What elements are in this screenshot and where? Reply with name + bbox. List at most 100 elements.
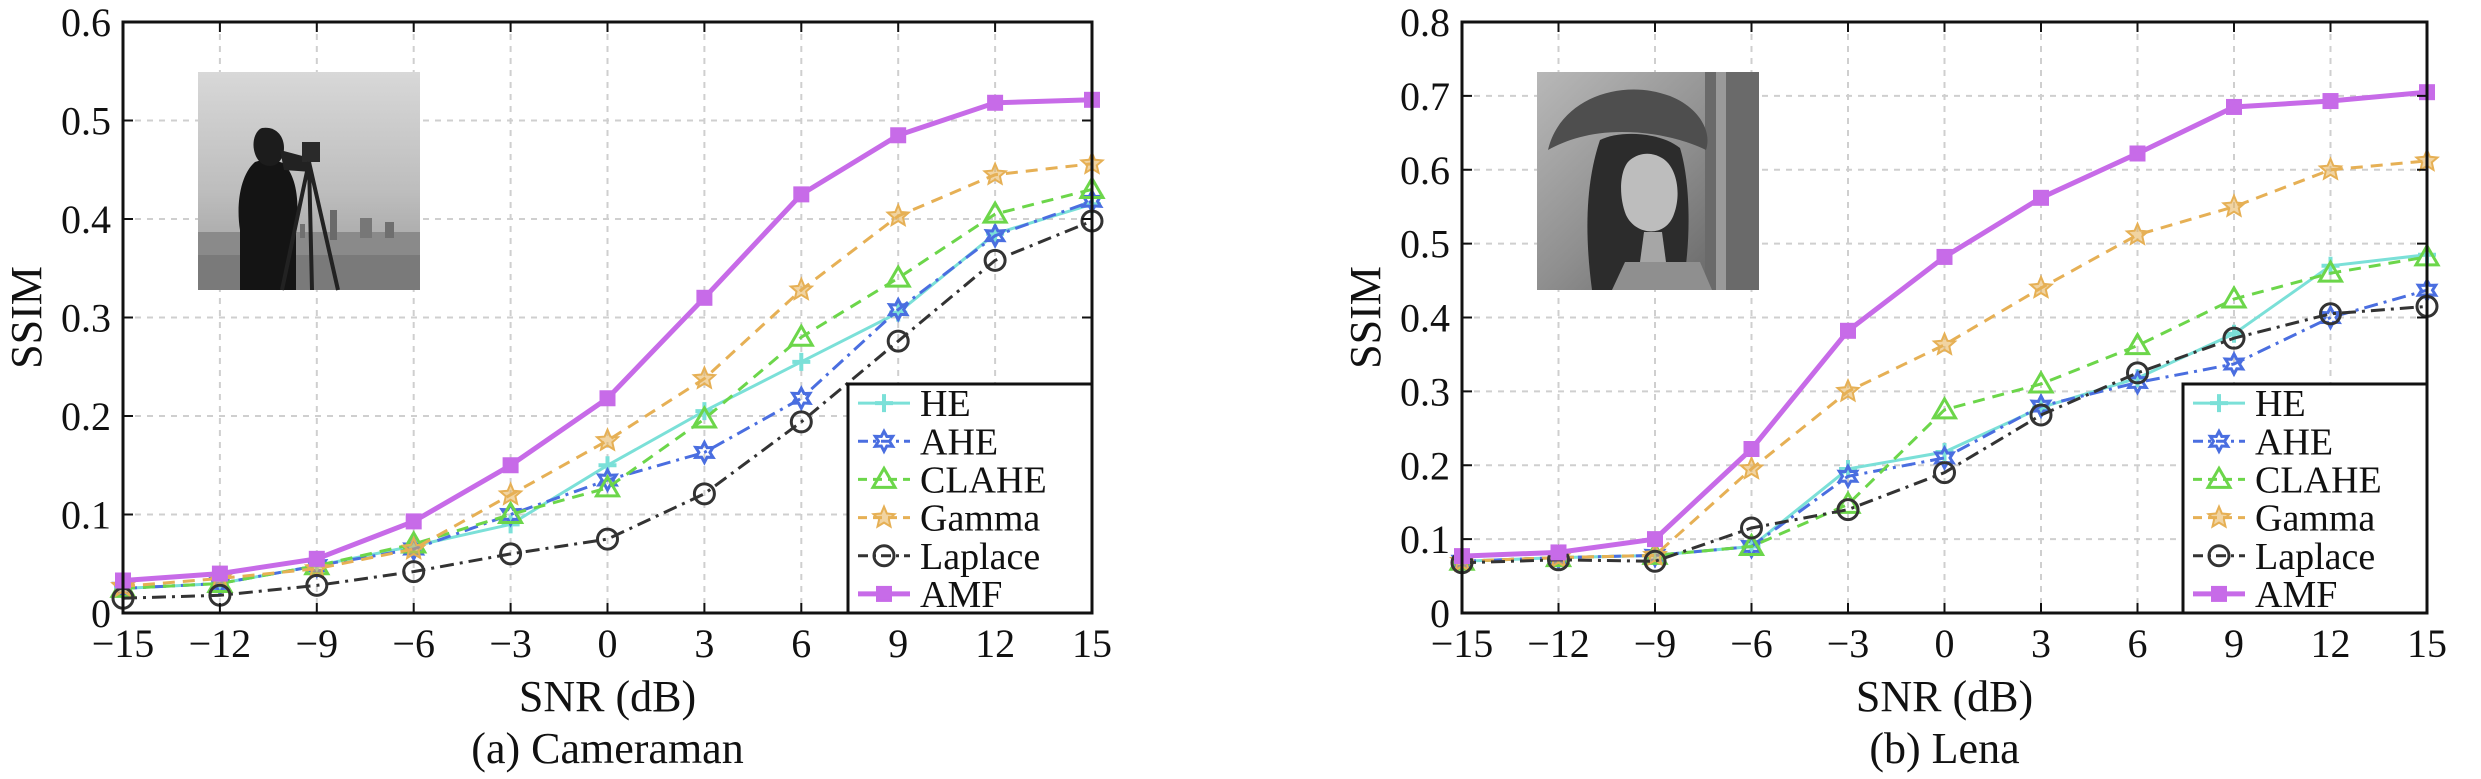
legend-label: AMF xyxy=(2255,574,2337,616)
y-tick-label: 0.3 xyxy=(1400,369,1450,414)
y-tick-label: 0.1 xyxy=(1400,517,1450,562)
data-point-amf xyxy=(2226,98,2242,115)
legend-marker xyxy=(2207,544,2231,568)
data-point-laplace xyxy=(1933,461,1956,485)
y-tick-label: 0.8 xyxy=(1400,0,1450,45)
y-tick-label: 0.2 xyxy=(1400,443,1450,488)
data-point-ahe xyxy=(2029,392,2053,420)
x-tick-label: −9 xyxy=(296,621,339,666)
legend-label: Gamma xyxy=(920,498,1040,540)
legend-item-clahe: CLAHE xyxy=(858,459,1047,501)
legend-label: CLAHE xyxy=(920,459,1047,501)
data-point-amf xyxy=(2033,189,2049,206)
x-axis-label: SNR (dB) xyxy=(519,672,696,721)
legend-item-he: HE xyxy=(2193,383,2306,425)
data-point-amf xyxy=(1647,531,1663,548)
axis-ticks: −15 −12 −9 −6 −3 0 3 6 9 12 15 0 0.1 0.2 0.3 0.4 0.5 0.6 0… xyxy=(1400,0,2447,666)
x-tick-label: −6 xyxy=(1730,621,1773,666)
legend-marker xyxy=(875,394,893,413)
x-tick-label: 0 xyxy=(598,621,618,666)
y-axis-label: SSIM xyxy=(1341,266,1390,369)
x-tick-label: 15 xyxy=(2407,621,2447,666)
data-point-gamma xyxy=(2221,193,2247,218)
y-tick-label: 0.5 xyxy=(1400,222,1450,267)
data-point-laplace xyxy=(402,560,426,584)
x-tick-label: 3 xyxy=(2031,621,2051,666)
series-line-ahe xyxy=(122,199,1093,590)
data-point-amf xyxy=(987,94,1004,111)
data-point-amf xyxy=(1550,544,1567,561)
data-point-gamma xyxy=(594,426,621,452)
legend-marker xyxy=(876,585,892,602)
data-point-clahe xyxy=(2220,285,2248,309)
data-point-laplace xyxy=(789,410,813,434)
legend-marker xyxy=(2211,585,2227,602)
data-point-gamma xyxy=(400,535,427,560)
x-tick-label: 0 xyxy=(1935,621,1955,666)
data-point-amf xyxy=(890,127,907,144)
series-line-gamma xyxy=(1461,159,2428,563)
x-tick-label: 15 xyxy=(1072,621,1112,666)
x-tick-label: 3 xyxy=(694,621,714,666)
x-tick-label: 9 xyxy=(2224,621,2244,666)
data-point-clahe xyxy=(981,200,1009,224)
data-point-gamma xyxy=(1835,377,1861,403)
panel-caption: (b) Lena xyxy=(1869,724,2019,773)
legend-label: HE xyxy=(2255,383,2306,425)
y-tick-label: 0 xyxy=(1430,591,1450,636)
data-point-clahe xyxy=(1930,395,1959,420)
data-point-gamma xyxy=(982,161,1009,186)
legend-marker xyxy=(2206,504,2232,529)
legend-item-gamma: Gamma xyxy=(2193,498,2375,540)
data-point-clahe xyxy=(593,473,622,498)
data-point-amf xyxy=(211,565,228,582)
legend-box xyxy=(846,382,1094,615)
data-point-clahe xyxy=(2316,259,2345,283)
series-lines xyxy=(109,91,1106,610)
data-point-amf xyxy=(308,550,325,567)
data-point-amf xyxy=(1743,440,1760,457)
data-point-ahe xyxy=(595,466,620,494)
data-point-clahe xyxy=(690,404,719,429)
y-tick-label: 0.6 xyxy=(1400,148,1450,193)
legend-item-ahe: AHE xyxy=(2193,421,2333,463)
data-point-gamma xyxy=(1642,541,1668,567)
chart-panel-cameraman: −15 −12 −9 −6 −3 0 3 6 9 12 1500.10.20.30.40.50.6 … xyxy=(2,0,1112,773)
legend-item-clahe: CLAHE xyxy=(2193,459,2382,501)
chart-panel-lena: −15 −12 −9 −6 −3 0 3 6 9 12 15 0 0.1 0.2 0.3 0.4 0.5 0.6 0… xyxy=(1341,0,2447,773)
legend-item-gamma: Gamma xyxy=(858,498,1040,540)
data-point-laplace xyxy=(886,329,910,353)
data-point-he xyxy=(792,352,811,371)
data-point-laplace xyxy=(1836,498,1860,522)
series-amf xyxy=(115,91,1100,589)
data-point-clahe xyxy=(2123,331,2152,356)
legend-box xyxy=(2181,382,2429,615)
data-point-gamma xyxy=(1931,331,1958,356)
series-gamma xyxy=(110,150,1105,598)
x-tick-label: −3 xyxy=(489,621,532,666)
series-line-ahe xyxy=(1461,288,2428,563)
data-point-ahe xyxy=(1643,542,1667,569)
data-point-gamma xyxy=(691,365,718,390)
y-tick-label: 0.7 xyxy=(1400,74,1450,119)
data-point-ahe xyxy=(1836,463,1860,490)
legend-item-he: HE xyxy=(858,383,971,425)
data-point-clahe xyxy=(787,323,815,347)
legend-marker xyxy=(871,504,897,529)
legend-marker xyxy=(2210,394,2228,413)
data-point-ahe xyxy=(499,501,523,528)
data-point-gamma xyxy=(2028,274,2054,299)
inset-image-lena xyxy=(1537,72,1759,290)
data-point-amf xyxy=(599,390,616,407)
data-point-laplace xyxy=(2319,302,2342,326)
x-axis-label: SNR (dB) xyxy=(1856,672,2033,721)
legend-item-amf: AMF xyxy=(858,574,1002,616)
data-point-laplace xyxy=(1643,549,1667,573)
inset-image-cameraman xyxy=(198,72,420,291)
data-point-gamma xyxy=(1738,455,1765,480)
data-point-ahe xyxy=(886,296,910,323)
data-point-ahe xyxy=(789,385,813,412)
